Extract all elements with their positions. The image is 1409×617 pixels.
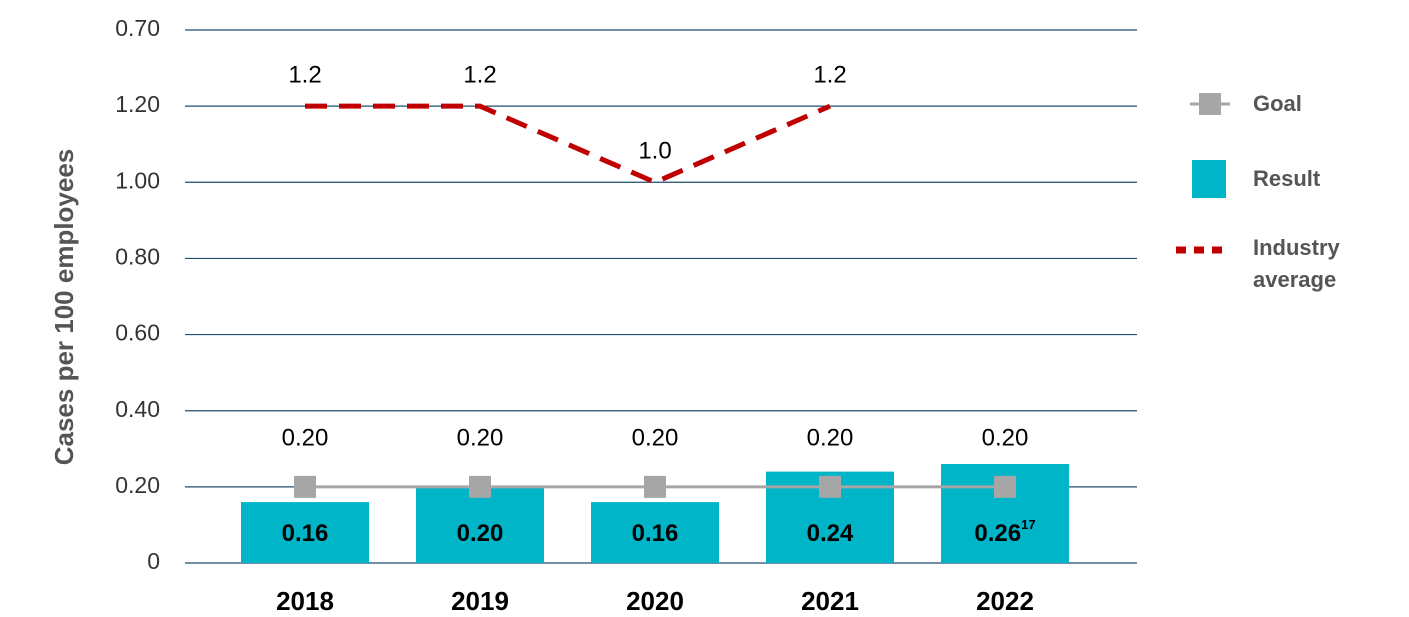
- goal-label: 0.20: [807, 424, 854, 451]
- x-tick-label: 2020: [626, 586, 684, 616]
- bar-label-value: 0.16: [632, 520, 679, 547]
- industry-label: 1.2: [288, 61, 321, 88]
- industry-label: 1.2: [813, 61, 846, 88]
- y-tick-label: 0.80: [115, 244, 160, 270]
- bar-label: 0.2617: [974, 517, 1035, 547]
- goal-marker: [994, 475, 1016, 498]
- label-bg: [267, 425, 343, 453]
- goal-label: 0.20: [632, 424, 679, 451]
- label-bg: [617, 425, 693, 453]
- label-bg: [967, 425, 1043, 453]
- y-axis-title: Cases per 100 employees: [49, 149, 79, 466]
- goal-label: 0.20: [982, 424, 1029, 451]
- legend-label: average: [1253, 267, 1336, 292]
- y-tick-label: 0.60: [115, 320, 160, 346]
- industry-line: [305, 103, 831, 186]
- bar-label: 0.16: [282, 520, 329, 547]
- legend-label: Goal: [1253, 91, 1302, 116]
- goal-marker: [644, 475, 666, 498]
- industry-label: 1.0: [638, 138, 671, 165]
- bar-label-value: 0.16: [282, 520, 329, 547]
- goal-marker: [469, 475, 491, 498]
- bar: [241, 502, 369, 563]
- bar-label-value: 0.20: [457, 520, 504, 547]
- y-tick-label: 0.70: [115, 15, 160, 41]
- bar-label-value: 0.26: [974, 520, 1021, 547]
- goal-label: 0.20: [282, 424, 329, 451]
- label-bg: [792, 425, 868, 453]
- label-bg: [442, 425, 518, 453]
- x-tick-label: 2019: [451, 586, 509, 616]
- bar: [591, 502, 719, 563]
- footnote: 17: [1021, 517, 1035, 532]
- bar-label: 0.16: [632, 520, 679, 547]
- y-tick-label: 0: [147, 548, 160, 574]
- legend-goal-marker: [1199, 93, 1221, 115]
- x-tick-label: 2022: [976, 586, 1034, 616]
- x-tick-label: 2021: [801, 586, 859, 616]
- bar: [416, 486, 544, 563]
- bar-label: 0.24: [807, 520, 854, 547]
- legend-label: Result: [1253, 166, 1321, 191]
- x-tick-label: 2018: [276, 586, 334, 616]
- goal-marker: [294, 475, 316, 498]
- goal-marker: [819, 475, 841, 498]
- legend-result: [1192, 160, 1226, 198]
- legend-label: Industry: [1253, 235, 1341, 260]
- y-tick-label: 0.20: [115, 472, 160, 498]
- goal-label: 0.20: [457, 424, 504, 451]
- bar-label-value: 0.24: [807, 520, 854, 547]
- industry-label: 1.2: [463, 61, 496, 88]
- bar-label: 0.20: [457, 520, 504, 547]
- y-tick-label: 0.40: [115, 396, 160, 422]
- y-tick-label: 1.00: [115, 167, 160, 193]
- y-tick-label: 1.20: [115, 91, 160, 117]
